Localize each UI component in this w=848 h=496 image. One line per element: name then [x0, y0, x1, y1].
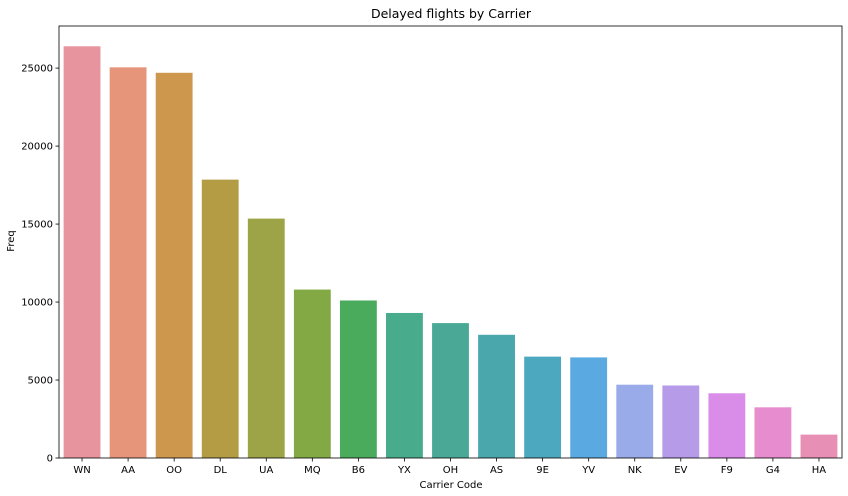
bar-nk	[616, 384, 654, 458]
bar-mq	[293, 289, 331, 458]
bar-aa	[109, 67, 147, 458]
bar-oo	[155, 72, 193, 459]
x-tick-label-dl: DL	[214, 465, 228, 476]
x-tick-label-f9: F9	[721, 465, 733, 476]
bar-ev	[662, 385, 700, 458]
bar-as	[478, 334, 515, 458]
x-tick-label-mq: MQ	[304, 465, 321, 476]
y-tick-label: 20000	[21, 142, 53, 153]
x-tick-label-wn: WN	[73, 465, 90, 476]
y-tick-label: 0	[47, 454, 53, 465]
bar-yx	[386, 312, 423, 458]
x-tick-label-aa: AA	[121, 465, 135, 476]
x-tick-label-b6: B6	[352, 465, 365, 476]
y-tick-label: 15000	[21, 220, 53, 231]
bar-yv	[570, 357, 608, 458]
bar-9e	[524, 356, 562, 458]
bar-b6	[339, 300, 377, 458]
x-axis-label: Carrier Code	[420, 480, 483, 491]
x-tick-label-yx: YX	[397, 465, 411, 476]
x-tick-label-ha: HA	[812, 465, 827, 476]
x-tick-label-oo: OO	[166, 465, 182, 476]
bar-wn	[63, 46, 101, 459]
x-tick-label-ua: UA	[259, 465, 273, 476]
x-tick-label-yv: YV	[581, 465, 595, 476]
bar-f9	[708, 393, 746, 458]
x-tick-label-nk: NK	[628, 465, 642, 476]
plot-area: 0 5000 10000 15000 20000 25000 WN AA OO DL UA MQ B6 Y…	[21, 25, 843, 476]
x-tick-label-9e: 9E	[536, 465, 549, 476]
chart-title: Delayed flights by Carrier	[371, 6, 532, 21]
x-tick-label-as: AS	[490, 465, 503, 476]
x-tick-label-ev: EV	[674, 465, 687, 476]
x-tick-label-g4: G4	[766, 465, 780, 476]
bar-dl	[201, 179, 239, 459]
y-tick-label: 25000	[21, 64, 53, 75]
x-tick-label-oh: OH	[443, 465, 458, 476]
bar-ha	[800, 434, 838, 458]
bar-g4	[754, 407, 792, 458]
bar-oh	[432, 323, 469, 458]
bar-ua	[247, 218, 285, 458]
y-tick-label: 5000	[28, 376, 53, 387]
y-tick-label: 10000	[21, 298, 53, 309]
y-axis-label: Freq	[6, 230, 17, 251]
